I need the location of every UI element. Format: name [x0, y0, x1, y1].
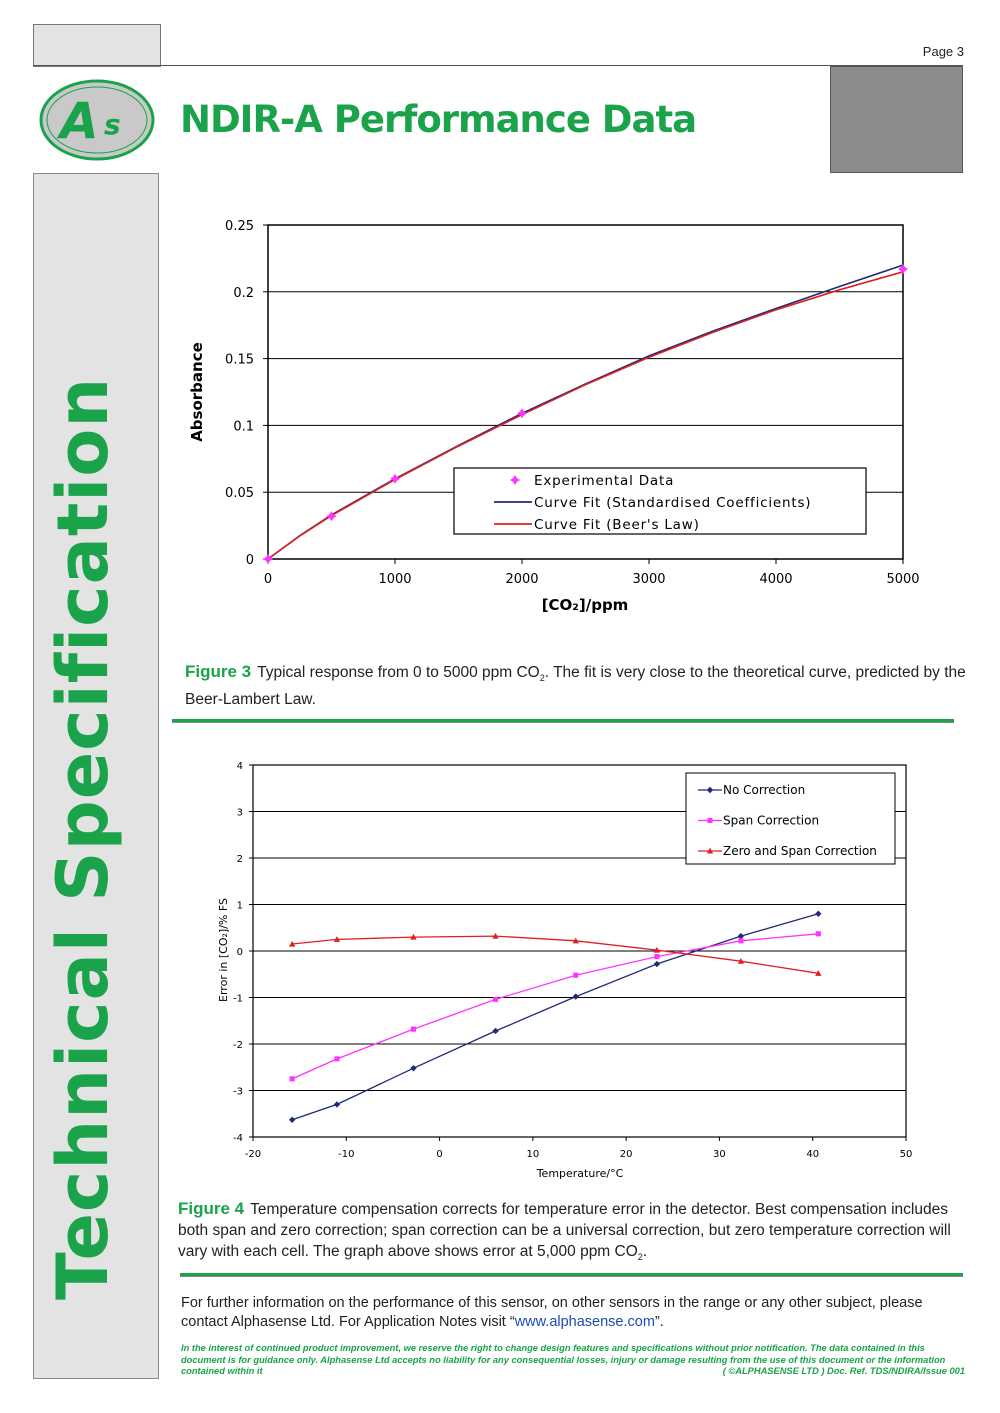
x-tick-label: 10	[526, 1149, 539, 1160]
x-tick-label: 50	[900, 1149, 913, 1160]
legend-label: Curve Fit (Beer's Law)	[534, 517, 700, 533]
y-tick-label: -3	[233, 1087, 243, 1098]
legend-marker	[706, 847, 714, 854]
website-link[interactable]: www.alphasense.com	[514, 1314, 655, 1330]
figure-3-caption: Figure 3 Typical response from 0 to 5000 …	[185, 662, 966, 709]
disclaimer: In the interest of continued product imp…	[181, 1343, 965, 1376]
data-point	[572, 937, 579, 944]
data-point	[492, 1027, 499, 1035]
x-tick-label: 5000	[886, 572, 919, 587]
y-tick-label: 0	[237, 947, 243, 958]
legend-2: No Correction Span Correction Zero and Spa…	[685, 772, 896, 865]
data-point	[737, 958, 745, 964]
y-axis-label-1: Absorbance	[188, 342, 206, 442]
y-tick-label: 0.1	[233, 419, 254, 434]
x-tick-label: 1000	[378, 572, 411, 587]
legend-marker	[510, 475, 520, 485]
y-axis-label-2: Error in [CO₂]/% FS	[217, 898, 230, 1002]
data-point	[654, 954, 660, 960]
x-tick-label: 4000	[759, 572, 792, 587]
data-point	[334, 1056, 340, 1062]
legend-label: Curve Fit (Standardised Coefficients)	[534, 495, 811, 511]
y-tick-label: 1	[237, 901, 243, 912]
figure-4-caption: Figure 4 Temperature compensation correct…	[178, 1199, 951, 1263]
data-point	[738, 938, 744, 944]
x-axis-label-2: Temperature/°C	[536, 1167, 624, 1180]
figure-4-label: Figure 4	[178, 1199, 245, 1218]
y-tick-label: 0.25	[225, 219, 254, 234]
series-line	[292, 935, 819, 974]
x-tick-label: 2000	[505, 572, 538, 587]
header-rule	[33, 65, 963, 66]
data-point	[573, 972, 579, 978]
data-point	[492, 932, 499, 939]
series-line	[267, 271, 904, 560]
x-tick-label: 30	[713, 1149, 726, 1160]
y-tick-label: 0.2	[233, 286, 254, 301]
legend-marker	[707, 817, 713, 824]
page-title: NDIR-A Performance Data	[180, 98, 697, 141]
y-tick-label: 4	[237, 761, 243, 772]
side-title: Technical Specification	[42, 376, 124, 1300]
x-tick-label: -10	[338, 1149, 354, 1160]
data-point	[288, 940, 296, 947]
side-panel	[33, 173, 159, 1379]
y-tick-label: 0.05	[225, 486, 254, 501]
data-point	[815, 931, 821, 937]
header-right-box	[830, 66, 963, 173]
series-line	[291, 913, 819, 1121]
data-point	[263, 554, 273, 564]
legend-label: Span Correction	[723, 814, 819, 828]
x-axis-label-1: [CO₂]/ppm	[542, 596, 629, 614]
x-tick-label: 0	[264, 572, 272, 587]
divider-2	[180, 1273, 963, 1277]
data-point	[410, 1026, 417, 1032]
data-point	[737, 932, 745, 940]
alphasense-logo: A s	[39, 79, 155, 161]
y-tick-label: -4	[233, 1133, 243, 1144]
x-tick-label: -20	[245, 1149, 261, 1160]
legend-marker	[706, 786, 714, 794]
data-point	[390, 473, 400, 484]
divider-1	[172, 719, 954, 723]
legend-1: Experimental Data Curve Fit (Standardised…	[453, 467, 867, 535]
y-tick-label: -2	[233, 1040, 243, 1051]
doc-reference: ( ©ALPHASENSE LTD ) Doc. Ref. TDS/NDIRA/…	[722, 1366, 965, 1376]
header-left-box	[33, 24, 161, 67]
page-number: Page 3	[922, 44, 964, 59]
data-point	[815, 970, 822, 976]
data-point	[333, 936, 341, 942]
y-tick-label: 2	[237, 854, 243, 865]
x-tick-label: 3000	[632, 572, 665, 587]
y-tick-label: 0.15	[225, 353, 254, 368]
legend-label: No Correction	[723, 783, 805, 797]
further-info: For further information on the performan…	[181, 1295, 923, 1330]
x-tick-label: 40	[806, 1149, 819, 1160]
y-tick-label: -1	[233, 994, 243, 1005]
data-point	[492, 996, 499, 1002]
x-tick-label: 20	[620, 1149, 633, 1160]
series-line	[291, 933, 819, 1080]
data-point	[517, 408, 527, 419]
legend-label: Experimental Data	[534, 473, 674, 489]
absorbance-chart: 0 0.05 0.1 0.15 0.2 0.25 0 1000 2000 3000 4000 500…	[188, 219, 920, 614]
legend-label: Zero and Span Correction	[723, 844, 877, 858]
x-tick-label: 0	[436, 1149, 442, 1160]
y-tick-label: 3	[237, 808, 243, 819]
data-point	[410, 933, 417, 940]
data-point	[653, 946, 661, 953]
y-tick-label: 0	[246, 553, 254, 568]
data-point	[898, 264, 908, 275]
figure-3-label: Figure 3	[185, 662, 252, 681]
logo-lettering: A	[56, 92, 99, 150]
svg-text:s: s	[104, 108, 121, 141]
data-point	[289, 1076, 295, 1082]
data-point	[326, 511, 337, 522]
